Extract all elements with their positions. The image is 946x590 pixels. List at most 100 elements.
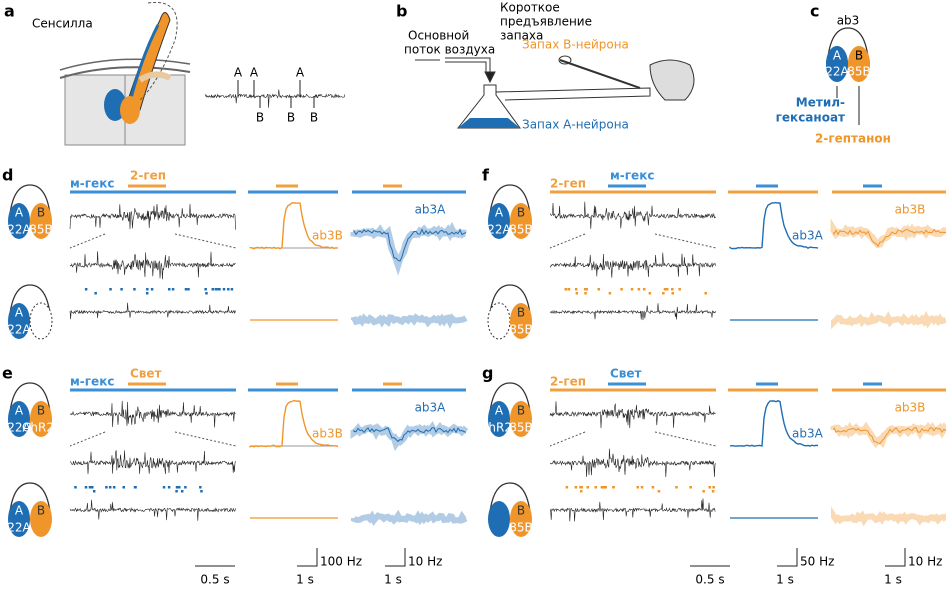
- spike-dot: [122, 486, 125, 489]
- stimulus-label: Свет: [130, 367, 162, 381]
- neuron: [848, 46, 870, 82]
- spike-dot: [564, 288, 568, 291]
- spike-dot: [227, 288, 230, 291]
- neuron-label: B: [37, 404, 45, 418]
- scale-label: 1 s: [384, 573, 402, 587]
- spike-dot: [84, 288, 88, 291]
- neuron-label: A: [15, 306, 24, 320]
- neuron: [488, 501, 510, 537]
- rate-curve: [729, 399, 819, 447]
- spike-dot: [585, 288, 588, 291]
- scale-bar: [297, 548, 318, 567]
- annotation: запаха: [500, 29, 543, 43]
- scale-label: 0.5 s: [200, 573, 229, 587]
- trace-label: ab3B: [895, 401, 926, 415]
- neuron: [488, 203, 510, 239]
- spike-dot: [620, 288, 623, 291]
- scale-label: 100 Hz: [320, 555, 362, 569]
- lfp-band: [831, 506, 946, 527]
- spike-dot: [92, 490, 96, 493]
- spike-dot: [214, 288, 218, 291]
- annotation: Основной: [408, 29, 469, 43]
- spike-dot: [662, 292, 665, 295]
- stimulus-label: м-гекс: [70, 375, 114, 389]
- receptor-label: 85B: [29, 223, 53, 237]
- spike-dot: [145, 292, 149, 295]
- spike-dot: [580, 486, 583, 489]
- spike-dot: [108, 486, 112, 489]
- neuron-label: A: [15, 206, 24, 220]
- stimulus-label: Свет: [610, 367, 642, 381]
- spike-dot: [120, 288, 123, 291]
- neuron: [8, 203, 30, 239]
- lfp-curve: [833, 426, 946, 445]
- receptor-label: 22A: [7, 421, 31, 435]
- sensillum-drawing: [59, 1, 191, 146]
- neuron: [8, 501, 30, 537]
- spike-dot: [642, 288, 646, 291]
- panel-letter: c: [810, 2, 819, 21]
- spike-dot: [584, 292, 587, 295]
- sensillum-outline: [488, 184, 532, 226]
- trace-label: ab3A: [792, 427, 824, 441]
- trace: [69, 450, 236, 475]
- spike-dot: [211, 288, 215, 291]
- spike-dot: [187, 288, 190, 291]
- rate-curve: [249, 399, 339, 448]
- spike-dot: [575, 292, 579, 295]
- neuron: [8, 303, 30, 339]
- receptor-label: 85B: [847, 65, 871, 79]
- spike-dot: [218, 288, 221, 291]
- spike-dot: [708, 486, 711, 489]
- neuron: [30, 501, 52, 537]
- trace: [69, 499, 236, 521]
- trace: [549, 201, 716, 229]
- spike-dot: [109, 288, 112, 291]
- odor-label: 2-гептанон: [815, 132, 891, 146]
- neuron-label: A: [495, 404, 504, 418]
- receptor-label: 85B: [509, 521, 533, 535]
- scale-label: 10 Hz: [408, 555, 442, 569]
- neuron-label: B: [517, 306, 525, 320]
- neuron-label: A: [15, 404, 24, 418]
- zoom-lines: [69, 233, 237, 249]
- panel-letter: a: [4, 2, 15, 21]
- spike-label: A: [296, 66, 305, 80]
- spike-dot: [648, 292, 652, 295]
- spike-label: A: [234, 66, 243, 80]
- spike-dot: [167, 486, 171, 489]
- lfp-band: [350, 221, 467, 276]
- trace-label: ab3B: [895, 203, 926, 217]
- spike-dot: [133, 288, 136, 291]
- trace: [69, 251, 236, 280]
- spike-dot: [712, 486, 715, 489]
- receptor-label: ChR2*: [480, 421, 518, 435]
- olfactometer-drawing: [415, 55, 695, 129]
- spike-dot: [146, 288, 149, 291]
- neuron: [510, 203, 532, 239]
- spike-dot: [689, 486, 692, 489]
- receptor-label: 22A: [7, 323, 31, 337]
- zoom-lines: [549, 431, 717, 447]
- spike-label: B: [256, 111, 264, 125]
- sensillum-outline: [826, 27, 870, 69]
- annotation: поток воздуха: [404, 43, 495, 57]
- neuron-label: B: [517, 504, 525, 518]
- scale-bar: [777, 548, 798, 567]
- annotation: предъявление: [500, 15, 592, 29]
- spike-dot: [94, 292, 97, 295]
- receptor-label: 85B: [509, 323, 533, 337]
- neuron: [510, 501, 532, 537]
- sensillum-outline: [488, 284, 532, 326]
- lfp-band: [351, 509, 468, 526]
- receptor-label: 22A: [7, 223, 31, 237]
- lfp-curve: [833, 228, 946, 248]
- spike-dot: [675, 486, 678, 489]
- odor-label: гексаноат: [776, 111, 845, 125]
- spike-dot: [574, 486, 578, 489]
- sensillum-label: ab3: [837, 14, 860, 28]
- neuron: [510, 303, 532, 339]
- spike-dot: [663, 288, 667, 291]
- scale-label: 1 s: [884, 573, 902, 587]
